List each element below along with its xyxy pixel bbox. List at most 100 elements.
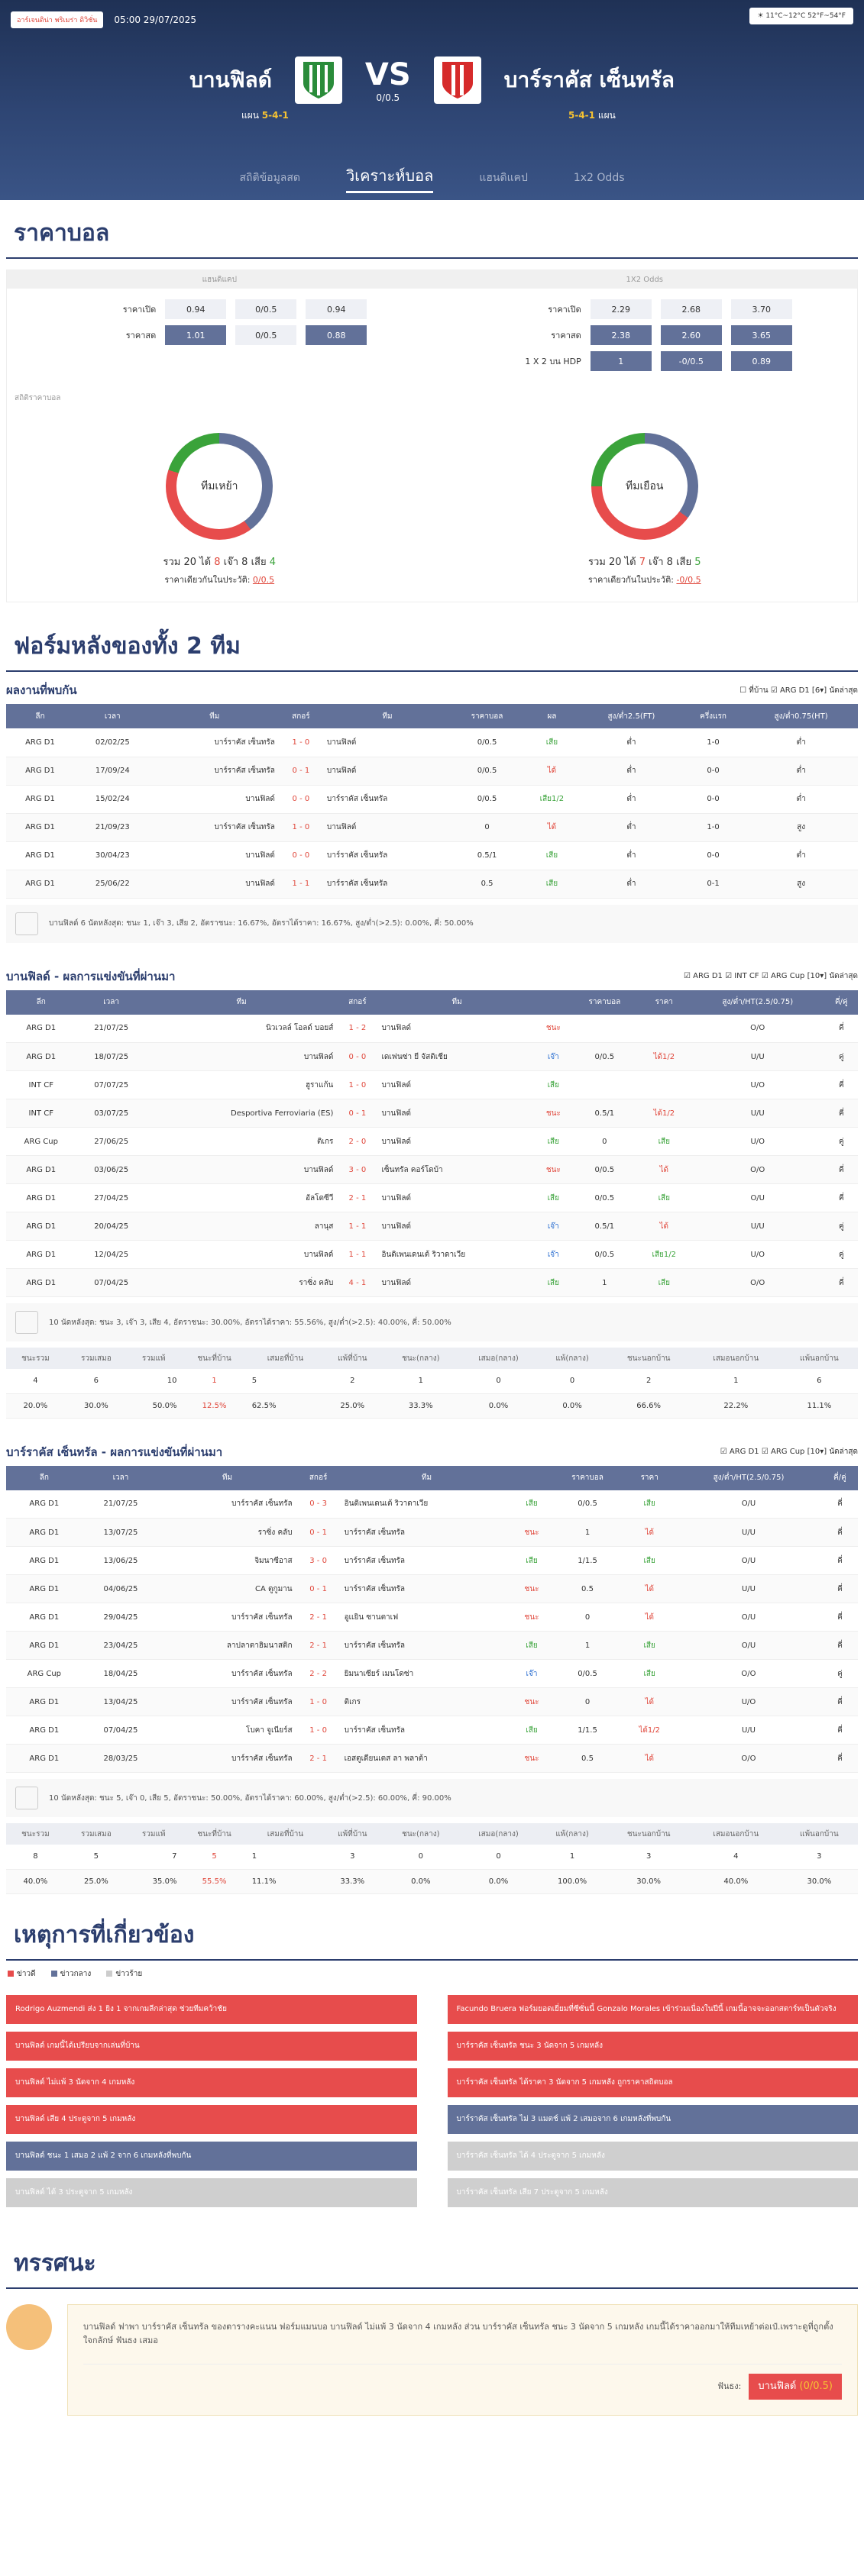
table-cell: คี่ xyxy=(821,1546,858,1575)
table-cell: ได้1/2 xyxy=(623,1716,676,1745)
table-row: 40.0% 25.0% 35.0% 55.5% 11.1% 33.3% 0.0% 0.0% 10… xyxy=(6,1869,858,1894)
event-item: บานฟิลด์ เกมนี้ได้เปรียบจากเล่นที่บ้าน xyxy=(6,2031,417,2061)
history-link[interactable]: 0/0.5 xyxy=(252,575,275,585)
table-cell xyxy=(637,1014,691,1043)
table-cell: โบคา จูเนียร์ส xyxy=(159,1716,296,1745)
table-cell: เจ๊า xyxy=(535,1042,571,1071)
table-cell: เซ็นทรัล คอร์โดบ้า xyxy=(378,1155,536,1184)
table-cell: 0 xyxy=(551,1687,624,1716)
table-cell: 4 xyxy=(6,1369,65,1394)
table-cell: 3 - 0 xyxy=(295,1546,341,1575)
totals-header: แพ้ที่บ้าน xyxy=(322,1348,383,1369)
tab-handicap[interactable]: แฮนดิแคป xyxy=(479,172,528,184)
table-cell: 1 - 0 xyxy=(277,728,324,757)
event-item: บาร์ราคัส เซ็นทรัล ไม่ 3 แมตช์ แพ้ 2 เสม… xyxy=(447,2104,858,2134)
table-cell: 1-0 xyxy=(681,728,745,757)
table-cell: เสีย xyxy=(535,1127,571,1156)
table-cell: ARG Cup xyxy=(6,1659,83,1688)
table-cell: คี่ xyxy=(821,1631,858,1660)
odds-cell: 3.65 xyxy=(730,325,792,345)
event-item: Rodrigo Auzmendi ส่ง 1 ยิง 1 จากเกมลีกล่… xyxy=(6,1994,417,2024)
table-cell: บานฟิลด์ xyxy=(146,1240,337,1269)
table-cell: 0/0.5 xyxy=(571,1042,638,1071)
table-row: ARG D1 27/04/25 อัลโดซีวี 2 - 1 บานฟิลด์ เสีย… xyxy=(6,1183,858,1212)
table-cell: บาร์ราคัส เซ็นทรัล xyxy=(159,1603,296,1632)
kickoff-time: 05:00 29/07/2025 xyxy=(114,15,196,25)
table-cell: 0 xyxy=(458,1845,539,1870)
table-cell: 8 xyxy=(6,1845,65,1870)
notepad-icon xyxy=(15,1787,38,1809)
odds-cell: 2.60 xyxy=(660,325,722,345)
table-cell: ชนะ xyxy=(535,1099,571,1128)
table-cell: เสีย xyxy=(623,1631,676,1660)
history-link[interactable]: -0/0.5 xyxy=(676,575,701,585)
column-header: ราคา xyxy=(637,989,691,1015)
table-cell: บานฟิลด์ xyxy=(378,1070,536,1099)
table-cell: U/O xyxy=(690,1127,825,1156)
table-cell: 0-1 xyxy=(681,870,745,899)
table-cell: U/U xyxy=(675,1518,822,1547)
vs-label: VS 0/0.5 xyxy=(364,57,411,103)
table-cell: U/U xyxy=(675,1716,822,1745)
table-cell: บานฟิลด์ xyxy=(150,785,278,814)
table-cell: คู่ xyxy=(824,1212,858,1241)
opinion-text: บานฟิลด์ ฟาพา บาร์ราคัส เซ็นทรัล ของตารา… xyxy=(83,2321,833,2346)
table-cell: ARG D1 xyxy=(6,1014,76,1043)
table-cell: 1 xyxy=(180,1369,249,1394)
table-cell: บาร์ราคัส เซ็นทรัล xyxy=(341,1631,513,1660)
table-cell: 0 xyxy=(538,1369,607,1394)
table-cell: ARG Cup xyxy=(6,1127,76,1156)
home-team-name: บานฟิลด์ xyxy=(189,67,272,92)
hdp-header: แฮนดิแคป xyxy=(202,275,237,284)
odds-cell: 0.94 xyxy=(165,299,227,319)
table-row: ARG D1 03/06/25 บานฟิลด์ 3 - 0 เซ็นทรัล คอร์… xyxy=(6,1155,858,1184)
table-cell: 0/0.5 xyxy=(571,1183,638,1212)
table-cell: 0-0 xyxy=(681,757,745,786)
column-header: ผล xyxy=(523,704,581,728)
table-cell: ต่ำ xyxy=(580,757,682,786)
table-cell: บาร์ราคัส เซ็นทรัล xyxy=(341,1518,513,1547)
league-button[interactable]: อาร์เจนติน่า พริเมร่า ดิวิชั่น xyxy=(11,11,104,28)
table-cell: ติเกร xyxy=(146,1127,337,1156)
table-cell: ฮูราแก้น xyxy=(146,1070,337,1099)
match-header: อาร์เจนติน่า พริเมร่า ดิวิชั่น 05:00 29/… xyxy=(0,0,864,200)
table-cell: 1/1.5 xyxy=(551,1716,624,1745)
table-cell: บานฟิลด์ xyxy=(150,841,278,870)
weather-badge: ☀ 11°C~12°C 52°F~54°F xyxy=(749,8,853,24)
table-row: ARG D1 04/06/25 CA ตูกูมาน 0 - 1 บาร์ราคัส เ… xyxy=(6,1574,858,1603)
table-cell: 12.5% xyxy=(180,1393,249,1419)
totals-header: รวมแพ้ xyxy=(127,1348,180,1369)
avatar xyxy=(6,2303,52,2350)
table-cell: ต่ำ xyxy=(580,785,682,814)
h2h-filters[interactable]: ☐ ที่บ้าน ☑ ARG D1 [6▾] นัดล่าสุด xyxy=(739,686,858,695)
tab-1x2-odds[interactable]: 1x2 Odds xyxy=(573,172,625,184)
table-cell: 0/0.5 xyxy=(571,1155,638,1184)
table-cell: คู่ xyxy=(824,1042,858,1071)
table-cell: 28/03/25 xyxy=(82,1744,160,1773)
table-cell: คี่ xyxy=(821,1744,858,1773)
table-cell: ARG D1 xyxy=(6,1518,83,1547)
table-cell: คี่ xyxy=(821,1518,858,1547)
hdp-1x2-label: 1 X 2 บน HDP xyxy=(525,357,581,366)
table-row: INT CF 07/07/25 ฮูราแก้น 1 - 0 บานฟิลด์ เสีย U… xyxy=(6,1070,858,1099)
table-cell: 3 xyxy=(322,1845,383,1870)
notepad-icon xyxy=(15,1311,38,1334)
home-recent-filters[interactable]: ☑ ARG D1 ☑ INT CF ☑ ARG Cup [10▾] นัดล่า… xyxy=(683,972,858,980)
away-recent-filters[interactable]: ☑ ARG D1 ☑ ARG Cup [10▾] นัดล่าสุด xyxy=(720,1448,858,1456)
table-cell: บานฟิลด์ xyxy=(378,1014,536,1043)
totals-header: ชนะรวม xyxy=(6,1348,65,1369)
column-header: สูง/ต่ำ/HT(2.5/0.75) xyxy=(690,989,825,1015)
tab-live-stats[interactable]: สถิติข้อมูลสด xyxy=(239,172,301,184)
away-ring: ทีมเยือน xyxy=(591,433,698,540)
table-cell: O/U xyxy=(675,1546,822,1575)
table-cell: 1 xyxy=(551,1518,624,1547)
event-item: บานฟิลด์ ชนะ 1 เสมอ 2 แพ้ 2 จาก 6 เกมหลั… xyxy=(6,2141,417,2171)
table-cell: ราซิ่ง คลับ xyxy=(159,1518,296,1547)
odds-cell: 1.01 xyxy=(165,325,227,345)
table-cell: 2 xyxy=(322,1369,383,1394)
tab-analysis[interactable]: วิเคราะห์บอล xyxy=(346,163,434,193)
table-cell: บานฟิลด์ xyxy=(378,1268,536,1297)
table-cell: อัลโดซีวี xyxy=(146,1183,337,1212)
totals-header: รวมเสมอ xyxy=(64,1348,128,1369)
table-cell: ARG D1 xyxy=(6,1687,83,1716)
